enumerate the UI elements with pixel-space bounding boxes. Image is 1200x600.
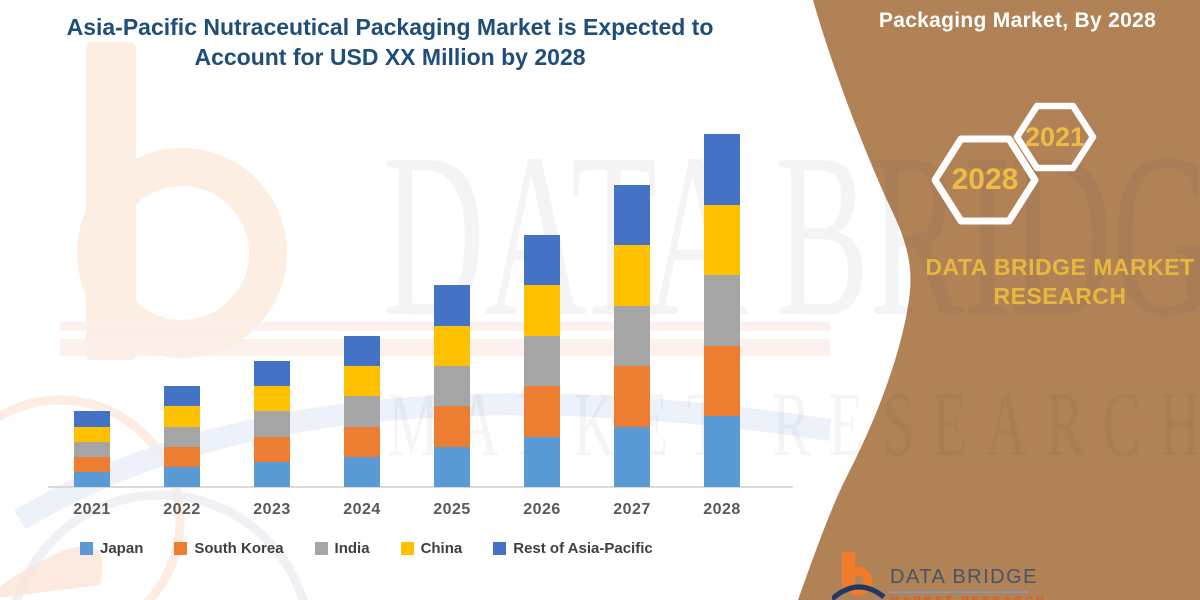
bar-segment-japan-2023 [254, 461, 290, 487]
bar-segment-india-2021 [74, 441, 110, 457]
bar-segment-japan-2022 [164, 466, 200, 487]
legend-item-rest-of-asia-pacific: Rest of Asia-Pacific [493, 540, 653, 557]
bar-segment-india-2025 [434, 366, 470, 407]
x-axis-label-2027: 2027 [613, 501, 651, 518]
watermark-text-row2: MARKET RESEARCH [388, 373, 1200, 475]
bar-segment-south-korea-2027 [614, 366, 650, 427]
bar-segment-rest-of-asia-pacific-2021 [74, 411, 110, 427]
x-axis-line [48, 486, 793, 488]
chart-legend: Japan South Korea India China Rest of Asia-P… [80, 540, 653, 557]
panel-brand-line1: DATA BRIDGE MARKET [925, 254, 1195, 280]
bar-segment-japan-2024 [344, 456, 380, 487]
data-bridge-logo: DATA BRIDGE MARKET RESEARCH [830, 550, 1150, 600]
bar-segment-japan-2025 [434, 446, 470, 487]
side-panel-fill [798, 0, 1200, 600]
bar-segment-rest-of-asia-pacific-2022 [164, 386, 200, 407]
x-axis-label-2024: 2024 [343, 501, 381, 518]
data-bridge-logo-subtext: MARKET RESEARCH [890, 595, 1047, 600]
bar-segment-china-2028 [704, 204, 740, 276]
bar-segment-china-2024 [344, 366, 380, 397]
bar-segment-south-korea-2023 [254, 436, 290, 462]
bar-segment-india-2027 [614, 305, 650, 367]
bar-segment-india-2028 [704, 275, 740, 346]
bar-segment-south-korea-2022 [164, 446, 200, 467]
page-title: Asia-Pacific Nutraceutical Packaging Mar… [35, 12, 745, 72]
watermark-corner-pink [0, 545, 103, 598]
legend-label: Japan [100, 540, 144, 557]
bar-segment-south-korea-2021 [74, 456, 110, 472]
legend-label: India [334, 540, 370, 557]
data-bridge-logo-text: DATA BRIDGE [890, 566, 1039, 588]
bar-segment-china-2026 [524, 285, 560, 336]
bar-segment-rest-of-asia-pacific-2028 [704, 134, 740, 205]
bar-segment-south-korea-2024 [344, 426, 380, 457]
legend-item-china: China [400, 540, 463, 557]
side-panel-heading: Packaging Market, By 2028 [878, 9, 1157, 32]
bar-segment-china-2025 [434, 325, 470, 367]
bar-segment-rest-of-asia-pacific-2024 [344, 335, 380, 367]
x-axis-label-2022: 2022 [163, 501, 201, 518]
bar-segment-china-2021 [74, 426, 110, 442]
panel-brand-text: DATA BRIDGE MARKET RESEARCH [895, 253, 1200, 311]
hexagon-label-2028: 2028 [951, 163, 1019, 196]
bar-segment-japan-2026 [524, 436, 560, 487]
legend-item-india: India [314, 540, 370, 557]
bar-segment-japan-2021 [74, 471, 110, 487]
page-title-line2: Account for USD XX Million by 2028 [194, 44, 586, 70]
hexagon-outline-2021 [1013, 102, 1097, 172]
bar-segment-india-2026 [524, 335, 560, 387]
bar-segment-china-2022 [164, 406, 200, 427]
bar-segment-japan-2028 [704, 416, 740, 487]
bar-segment-rest-of-asia-pacific-2023 [254, 361, 290, 387]
bar-segment-south-korea-2026 [524, 386, 560, 437]
legend-item-japan: Japan [80, 540, 143, 557]
watermark-text-big: DATA BRIDGE [383, 105, 1200, 365]
data-bridge-logo-icon [832, 552, 886, 600]
bar-segment-india-2022 [164, 426, 200, 447]
bar-segment-china-2023 [254, 386, 290, 412]
watermark-arc-gray [12, 490, 308, 600]
legend-label: South Korea [194, 540, 284, 557]
legend-item-south-korea: South Korea [174, 540, 284, 557]
hexagon-label-2021: 2021 [1024, 121, 1086, 152]
legend-swatch-icon [400, 542, 414, 555]
page-title-line1: Asia-Pacific Nutraceutical Packaging Mar… [66, 14, 714, 40]
bar-segment-india-2023 [254, 411, 290, 437]
x-axis-label-2028: 2028 [703, 501, 741, 518]
legend-swatch-icon [80, 542, 93, 555]
bar-segment-south-korea-2025 [434, 406, 470, 447]
hexagon-badge-2021: 2021 [1012, 100, 1098, 174]
legend-label: Rest of Asia-Pacific [513, 540, 653, 557]
watermark-arc-peach [0, 395, 185, 600]
bar-segment-south-korea-2028 [704, 345, 740, 417]
legend-swatch-icon [174, 542, 188, 555]
hexagon-outline-2028 [931, 135, 1039, 225]
data-bridge-logo-underline [889, 591, 1029, 593]
bar-segment-india-2024 [344, 396, 380, 427]
x-axis-label-2021: 2021 [73, 501, 111, 518]
x-axis-label-2023: 2023 [253, 501, 291, 518]
panel-brand-line2: RESEARCH [993, 283, 1127, 309]
x-axis-label-2026: 2026 [523, 501, 561, 518]
bar-segment-china-2027 [614, 245, 650, 306]
legend-swatch-icon [493, 542, 507, 555]
legend-swatch-icon [314, 542, 328, 555]
x-axis-label-2025: 2025 [433, 501, 471, 518]
hexagon-badge-2028: 2028 [929, 132, 1041, 228]
legend-label: China [420, 540, 463, 557]
bar-segment-rest-of-asia-pacific-2025 [434, 285, 470, 326]
bar-segment-rest-of-asia-pacific-2027 [614, 184, 650, 246]
bar-segment-japan-2027 [614, 426, 650, 487]
bar-segment-rest-of-asia-pacific-2026 [524, 235, 560, 286]
